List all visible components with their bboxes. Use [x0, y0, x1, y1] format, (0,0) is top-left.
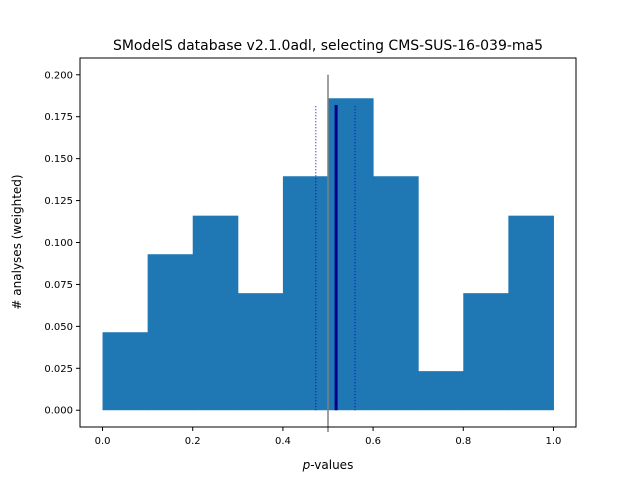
- x-tick-label: 0.4: [275, 436, 291, 447]
- y-tick-label: 0.175: [44, 112, 73, 123]
- histogram-bar: [147, 254, 194, 411]
- y-tick-label: 0.125: [44, 196, 73, 207]
- y-axis-label: # analyses (weighted): [10, 174, 24, 309]
- y-tick-label: 0.000: [44, 406, 73, 417]
- y-tick-label: 0.025: [44, 364, 73, 375]
- histogram-bar: [192, 215, 239, 411]
- histogram-bar: [102, 332, 149, 411]
- x-axis-label: p-values: [302, 458, 354, 472]
- histogram-bar: [508, 215, 554, 411]
- histogram-bar: [237, 293, 284, 411]
- bars: [102, 98, 554, 411]
- x-tick-label: 1.0: [546, 436, 562, 447]
- histogram-bar: [463, 293, 509, 411]
- x-tick-label: 0.6: [365, 436, 381, 447]
- x-tick-label: 0.2: [185, 436, 201, 447]
- vertical-lines: [315, 74, 356, 433]
- histogram-bar: [373, 176, 419, 411]
- y-tick-label: 0.200: [44, 70, 73, 81]
- y-tick-label: 0.075: [44, 280, 73, 291]
- x-tick-label: 0.8: [455, 436, 471, 447]
- y-tick-label: 0.050: [44, 322, 73, 333]
- x-ticks: 0.0 0.2 0.4 0.6 0.8 1.0: [95, 427, 562, 447]
- chart-title: SModelS database v2.1.0adl, selecting CM…: [113, 38, 543, 54]
- y-tick-label: 0.100: [44, 238, 73, 249]
- histogram-bar: [418, 371, 464, 411]
- histogram-bar: [282, 176, 329, 411]
- y-tick-label: 0.150: [44, 154, 73, 165]
- y-ticks: 0.000 0.025 0.050 0.075 0.100 0.125 0.150 0.175…: [44, 70, 80, 417]
- x-tick-label: 0.0: [95, 436, 111, 447]
